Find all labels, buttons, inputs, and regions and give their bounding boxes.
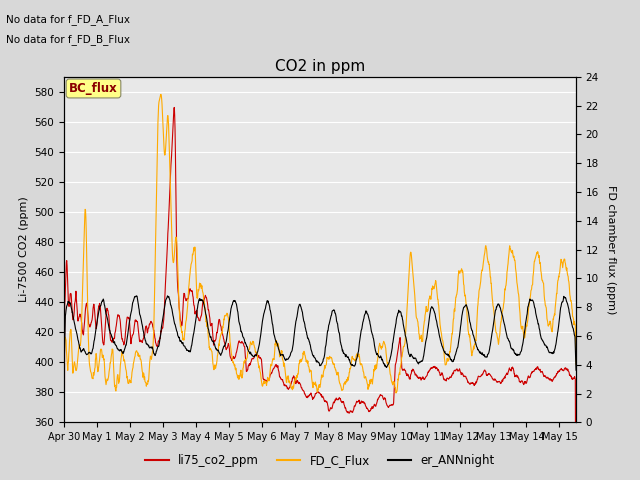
Title: CO2 in ppm: CO2 in ppm <box>275 59 365 74</box>
Y-axis label: FD chamber flux (ppm): FD chamber flux (ppm) <box>605 185 616 314</box>
Text: No data for f_FD_B_Flux: No data for f_FD_B_Flux <box>6 34 131 45</box>
Y-axis label: Li-7500 CO2 (ppm): Li-7500 CO2 (ppm) <box>19 197 29 302</box>
Legend: li75_co2_ppm, FD_C_Flux, er_ANNnight: li75_co2_ppm, FD_C_Flux, er_ANNnight <box>140 449 500 472</box>
Text: No data for f_FD_A_Flux: No data for f_FD_A_Flux <box>6 14 131 25</box>
Text: BC_flux: BC_flux <box>69 82 118 95</box>
